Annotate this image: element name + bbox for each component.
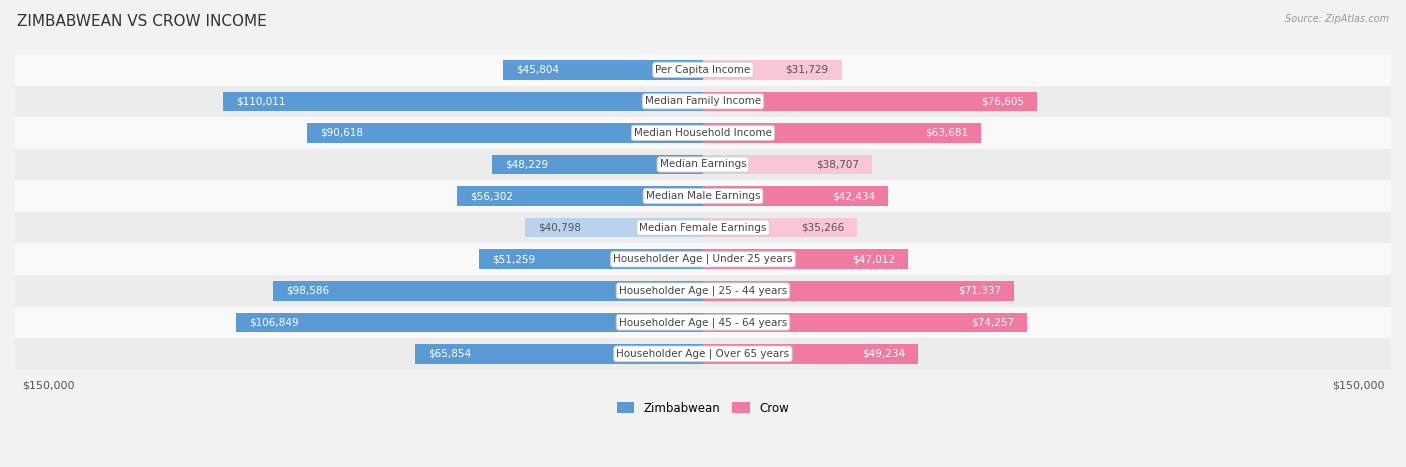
Text: $40,798: $40,798 (538, 223, 581, 233)
Legend: Zimbabwean, Crow: Zimbabwean, Crow (612, 397, 794, 419)
Text: Householder Age | 25 - 44 years: Householder Age | 25 - 44 years (619, 285, 787, 296)
Text: $35,266: $35,266 (801, 223, 844, 233)
Bar (15, 54, 1406, 85)
Text: Median Family Income: Median Family Income (645, 96, 761, 106)
Bar (273, 281, 703, 300)
Bar (703, 218, 858, 237)
Bar (703, 344, 918, 364)
Text: $56,302: $56,302 (470, 191, 513, 201)
Text: Median Earnings: Median Earnings (659, 159, 747, 170)
Bar (703, 60, 842, 79)
Text: Householder Age | Over 65 years: Householder Age | Over 65 years (616, 348, 790, 359)
Text: $45,804: $45,804 (516, 65, 560, 75)
Text: $48,229: $48,229 (506, 159, 548, 170)
Text: $63,681: $63,681 (925, 128, 967, 138)
Bar (479, 249, 703, 269)
Bar (415, 344, 703, 364)
Bar (703, 186, 889, 206)
Bar (703, 92, 1038, 111)
Text: $38,707: $38,707 (815, 159, 859, 170)
Text: $31,729: $31,729 (786, 65, 828, 75)
Bar (222, 92, 703, 111)
Bar (703, 155, 872, 174)
Bar (703, 281, 1015, 300)
Bar (703, 123, 981, 143)
Bar (15, 338, 1406, 370)
Text: ZIMBABWEAN VS CROW INCOME: ZIMBABWEAN VS CROW INCOME (17, 14, 267, 29)
Bar (492, 155, 703, 174)
Text: $106,849: $106,849 (249, 317, 299, 327)
Bar (457, 186, 703, 206)
Text: $90,618: $90,618 (321, 128, 363, 138)
Bar (15, 117, 1406, 149)
Bar (15, 306, 1406, 338)
Bar (308, 123, 703, 143)
Bar (15, 180, 1406, 212)
Bar (236, 312, 703, 332)
Text: $65,854: $65,854 (429, 349, 471, 359)
Text: $51,259: $51,259 (492, 254, 536, 264)
Bar (15, 275, 1406, 306)
Text: Median Male Earnings: Median Male Earnings (645, 191, 761, 201)
Bar (15, 212, 1406, 243)
Bar (524, 218, 703, 237)
Text: $71,337: $71,337 (959, 286, 1001, 296)
Text: $74,257: $74,257 (972, 317, 1014, 327)
Bar (503, 60, 703, 79)
Text: Householder Age | 45 - 64 years: Householder Age | 45 - 64 years (619, 317, 787, 327)
Text: $47,012: $47,012 (852, 254, 896, 264)
Text: Median Household Income: Median Household Income (634, 128, 772, 138)
Text: $76,605: $76,605 (981, 96, 1025, 106)
Text: $49,234: $49,234 (862, 349, 905, 359)
Bar (15, 85, 1406, 117)
Text: Median Female Earnings: Median Female Earnings (640, 223, 766, 233)
Bar (703, 249, 908, 269)
Text: $42,434: $42,434 (832, 191, 875, 201)
Text: Householder Age | Under 25 years: Householder Age | Under 25 years (613, 254, 793, 264)
Text: $110,011: $110,011 (236, 96, 285, 106)
Text: $98,586: $98,586 (285, 286, 329, 296)
Text: Source: ZipAtlas.com: Source: ZipAtlas.com (1285, 14, 1389, 24)
Text: Per Capita Income: Per Capita Income (655, 65, 751, 75)
Bar (15, 149, 1406, 180)
Bar (15, 243, 1406, 275)
Bar (703, 312, 1028, 332)
